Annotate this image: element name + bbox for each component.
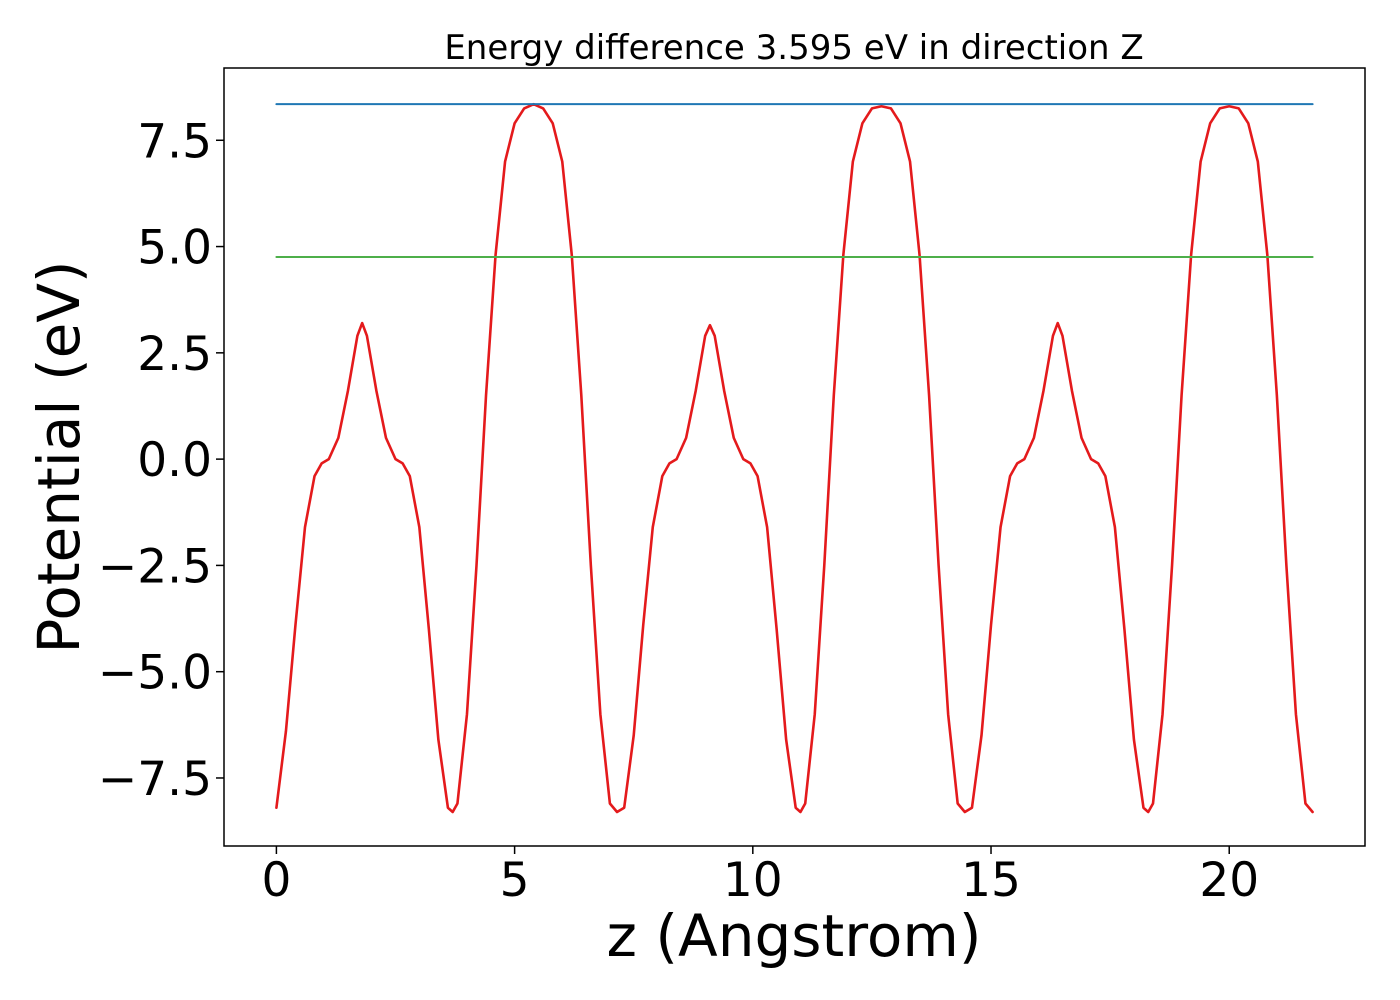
series-layer (275, 102, 1314, 814)
y-tick-label: −2.5 (98, 539, 212, 594)
y-tick-label: −7.5 (98, 752, 212, 807)
y-axis: 7.5 5.0 2.5 0.0 −2.5 −5.0 −7.5 (98, 114, 224, 807)
x-tick-label: 15 (961, 853, 1021, 908)
y-axis-label: Potential (eV) (25, 260, 93, 653)
y-tick-label: 2.5 (137, 327, 212, 382)
x-tick-label: 20 (1199, 853, 1259, 908)
x-tick-label: 10 (723, 853, 783, 908)
y-tick-label: 5.0 (137, 221, 212, 276)
x-tick-label: 5 (500, 853, 530, 908)
plot-area (223, 67, 1366, 847)
y-tick-label: −5.0 (98, 646, 212, 701)
y-tick-label: 0.0 (137, 433, 212, 488)
potential-curve (275, 102, 1314, 814)
chart-title: Energy difference 3.595 eV in direction … (444, 28, 1143, 68)
x-axis: 0 5 10 15 20 (261, 846, 1259, 908)
x-axis-label: z (Angstrom) (607, 902, 982, 970)
y-tick-label: 7.5 (137, 114, 212, 169)
x-tick-label: 0 (261, 853, 291, 908)
